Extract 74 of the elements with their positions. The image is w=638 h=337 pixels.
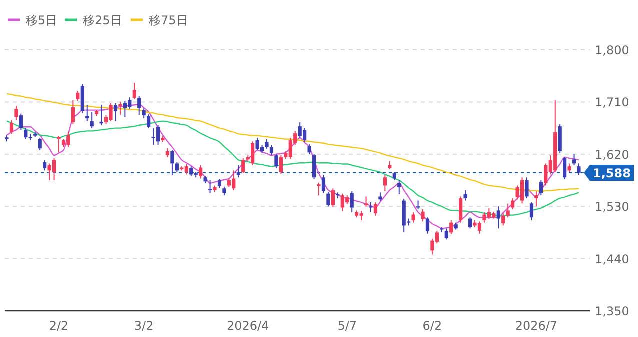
candlestick	[539, 180, 543, 196]
x-tick-label: 5/7	[338, 319, 358, 333]
candlestick	[374, 202, 378, 216]
candlestick	[242, 158, 246, 174]
candlestick	[563, 156, 567, 180]
x-tick-label: 3/2	[134, 319, 154, 333]
candlestick	[114, 102, 118, 122]
candlestick	[506, 203, 510, 218]
candlestick	[10, 120, 14, 135]
candlestick	[43, 160, 47, 172]
candlestick	[412, 212, 416, 224]
candlestick	[350, 191, 354, 213]
candlestick	[530, 202, 534, 222]
candlestick	[331, 188, 335, 208]
candlestick	[369, 202, 373, 213]
candlestick	[398, 180, 402, 195]
ref-line-label: 1,588	[593, 166, 631, 180]
x-tick-label: 2026/7	[515, 319, 558, 333]
candlestick	[534, 191, 538, 208]
y-tick-label: 1,440	[595, 252, 630, 266]
candlestick	[525, 177, 529, 199]
candlestick	[175, 162, 179, 173]
candlestick	[326, 192, 330, 208]
x-tick-label: 6/2	[422, 319, 442, 333]
candlestick	[170, 150, 174, 176]
candlestick	[364, 196, 368, 208]
candlestick	[577, 163, 581, 176]
candlestick	[265, 138, 269, 150]
y-tick-label: 1,620	[595, 148, 630, 162]
candlestick	[317, 182, 321, 196]
candlestick	[312, 154, 316, 180]
x-tick-label: 2/2	[49, 319, 69, 333]
candlestick	[459, 196, 463, 224]
candlestick	[270, 144, 274, 156]
candlestick	[14, 106, 18, 121]
y-tick-label: 1,800	[595, 44, 630, 58]
candlestick	[468, 217, 472, 230]
candlestick	[138, 96, 142, 116]
candlestick	[132, 82, 136, 100]
legend-label: 移75日	[149, 14, 188, 28]
candlestick	[279, 155, 283, 175]
candlestick	[572, 154, 576, 166]
candlestick	[38, 138, 42, 151]
candlestick	[208, 180, 212, 194]
candlestick	[383, 174, 387, 192]
x-tick-label: 2026/4	[226, 319, 270, 333]
candlestick	[308, 144, 312, 155]
candlestick	[100, 104, 104, 126]
candlestick	[71, 100, 75, 125]
y-tick-label: 1,350	[595, 304, 630, 318]
candlestick	[76, 90, 80, 102]
candlestick	[421, 209, 425, 222]
candlestick	[90, 112, 94, 129]
candlestick	[57, 136, 61, 154]
legend-label: 移5日	[26, 14, 58, 28]
candlestick	[426, 217, 430, 234]
candlestick	[464, 190, 468, 202]
candlestick	[86, 104, 90, 122]
candlestick	[450, 220, 454, 235]
candlestick	[444, 228, 448, 240]
candlestick	[511, 198, 515, 210]
candlestick	[274, 154, 278, 169]
y-tick-label: 1,530	[595, 200, 630, 214]
candlestick	[322, 174, 326, 194]
y-tick-label: 1,710	[595, 96, 630, 110]
candlestick	[502, 213, 506, 226]
candlestick	[496, 206, 500, 230]
candlestick	[199, 164, 203, 180]
legend-label: 移25日	[83, 14, 122, 28]
candlestick	[147, 114, 151, 129]
candlestick	[19, 113, 23, 131]
candlestick	[142, 108, 146, 119]
candlestick	[118, 102, 122, 116]
candlestick	[236, 164, 240, 178]
